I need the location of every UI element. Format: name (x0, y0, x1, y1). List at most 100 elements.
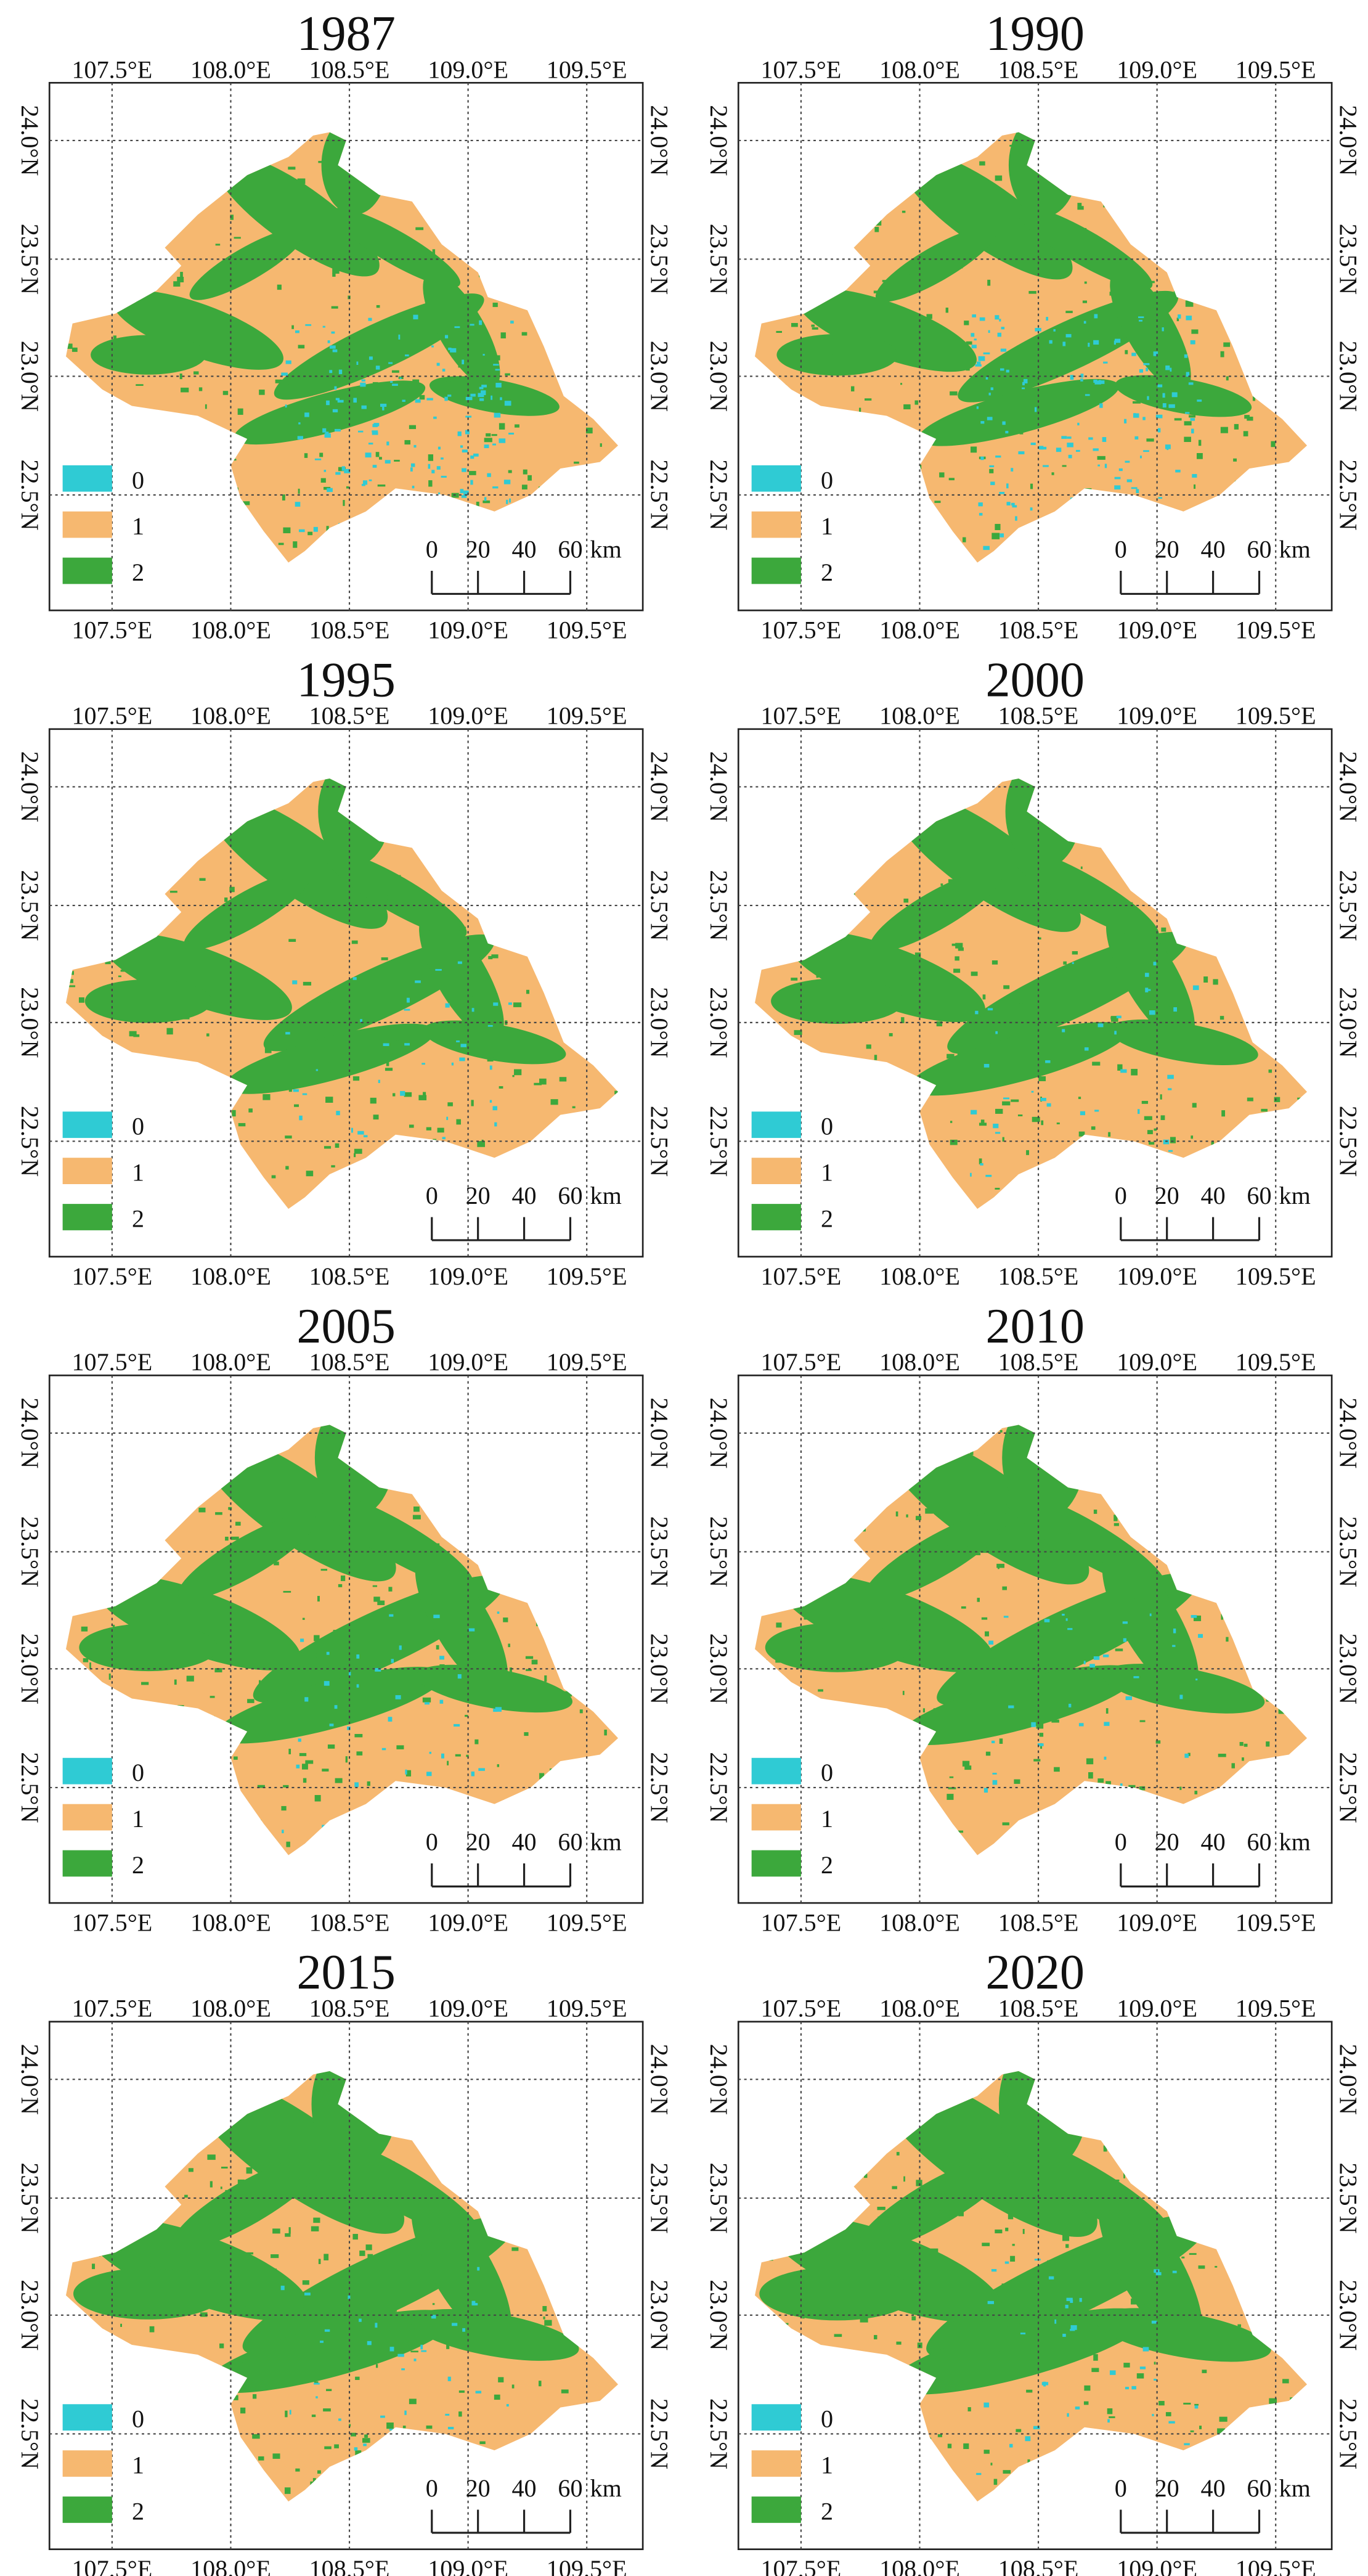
green-speck (1067, 1018, 1072, 1021)
green-speck (92, 2263, 96, 2270)
scale-label: 40 (511, 1828, 536, 1856)
water-speck (1167, 1074, 1174, 1079)
green-speck (946, 435, 950, 441)
green-speck (136, 2262, 139, 2267)
green-speck (306, 1171, 314, 1177)
water-speck (1162, 327, 1164, 332)
water-speck (368, 479, 372, 481)
lat-label: 24.0°N (705, 751, 733, 822)
lat-label: 24.0°N (646, 1397, 674, 1468)
lon-label: 108.0°E (879, 1262, 960, 1290)
lon-label: 109.0°E (428, 1348, 508, 1376)
water-speck (1083, 1661, 1086, 1664)
green-speck (1088, 1772, 1093, 1779)
water-speck (1079, 2297, 1082, 2302)
water-speck (985, 1174, 992, 1177)
green-speck (966, 341, 972, 345)
lat-label: 22.5°N (705, 1106, 733, 1177)
green-speck (925, 1508, 934, 1514)
water-speck (341, 466, 346, 471)
green-speck (253, 2197, 259, 2203)
lon-label: 109.0°E (1117, 616, 1197, 644)
legend-label: 0 (821, 1759, 833, 1786)
water-speck (979, 317, 985, 321)
green-speck (482, 399, 491, 405)
green-speck (94, 992, 102, 994)
water-speck (405, 1769, 407, 1775)
water-speck (1072, 962, 1074, 964)
green-speck (905, 341, 910, 346)
green-speck (228, 1507, 232, 1510)
water-speck (1031, 1722, 1036, 1727)
green-speck (304, 2152, 307, 2156)
green-speck (792, 1003, 800, 1010)
green-speck (812, 327, 818, 330)
water-speck (337, 399, 344, 403)
water-speck (1104, 1756, 1107, 1760)
water-speck (1192, 473, 1197, 478)
water-speck (1070, 2299, 1073, 2303)
green-speck (312, 1652, 317, 1658)
lon-label: 109.5°E (547, 55, 627, 83)
green-speck (225, 2190, 227, 2194)
green-speck (1203, 976, 1208, 983)
green-speck (136, 300, 142, 306)
green-speck (83, 1658, 89, 1662)
water-speck (1140, 456, 1142, 459)
green-speck (1139, 2320, 1148, 2325)
green-patch (864, 1511, 1009, 1602)
green-speck (413, 1507, 420, 1512)
green-speck (419, 2193, 424, 2198)
green-speck (900, 383, 903, 385)
water-speck (426, 398, 433, 401)
water-speck (997, 332, 1002, 337)
green-speck (324, 2254, 329, 2260)
green-speck (426, 2425, 433, 2429)
water-speck (1136, 489, 1139, 493)
green-speck (377, 485, 386, 487)
green-speck (1063, 961, 1067, 965)
green-speck (312, 877, 317, 883)
lon-label: 109.5°E (547, 1262, 627, 1290)
green-speck (1210, 407, 1219, 409)
lon-label: 108.5°E (309, 616, 390, 644)
green-speck (1211, 1141, 1215, 1145)
water-speck (1168, 2421, 1175, 2424)
water-speck (1102, 437, 1107, 442)
green-speck (215, 1512, 222, 1515)
green-speck (1240, 1045, 1248, 1052)
green-speck (600, 443, 602, 447)
green-speck (1035, 829, 1043, 832)
water-speck (329, 1723, 334, 1727)
water-speck (334, 1705, 338, 1709)
green-speck (246, 2130, 252, 2134)
green-speck (177, 277, 184, 283)
green-speck (515, 424, 519, 428)
green-speck (505, 373, 510, 376)
green-speck (996, 1563, 1005, 1568)
green-speck (391, 880, 396, 882)
water-speck (335, 398, 340, 401)
green-speck (352, 1076, 360, 1081)
green-speck (845, 348, 848, 350)
green-speck (365, 2244, 372, 2251)
green-speck (200, 2312, 208, 2317)
green-speck (188, 941, 193, 944)
green-speck (886, 2256, 889, 2263)
green-speck (387, 895, 390, 900)
green-speck (949, 1776, 954, 1778)
green-speck (281, 1805, 287, 1811)
lon-label: 109.5°E (547, 1348, 627, 1376)
green-speck (206, 1033, 210, 1037)
green-speck (971, 971, 978, 976)
green-speck (299, 1752, 307, 1756)
water-speck (354, 2447, 358, 2451)
lat-label: 22.5°N (705, 1752, 733, 1823)
green-speck (863, 2173, 868, 2178)
green-speck (1219, 2416, 1228, 2422)
green-speck (257, 1785, 265, 1788)
green-speck (892, 2186, 897, 2190)
green-speck (539, 1773, 545, 1780)
green-speck (439, 1664, 445, 1667)
water-speck (1048, 2276, 1054, 2280)
